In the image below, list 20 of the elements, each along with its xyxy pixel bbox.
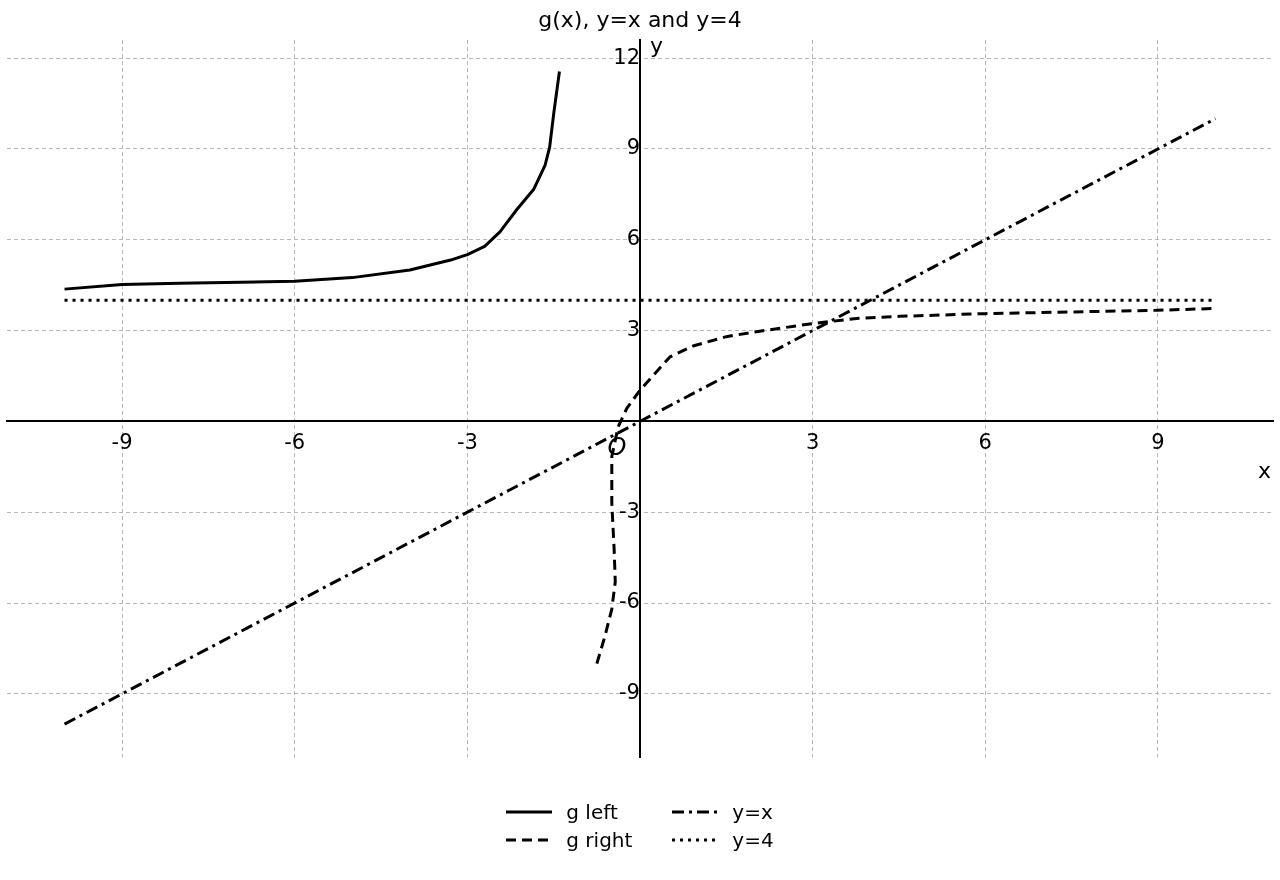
y-tick-label: -6	[619, 589, 640, 614]
y-axis-title: y	[650, 32, 664, 58]
y-tick-label: 3	[626, 317, 640, 342]
y-tick-label: 12	[613, 44, 640, 69]
legend-label: g right	[566, 828, 633, 852]
x-tick-label: -3	[456, 430, 478, 455]
y-tick-label: 6	[626, 226, 640, 251]
y-tick-label: -3	[619, 498, 640, 523]
x-axis-title: x	[1257, 458, 1271, 484]
y-tick-label: 9	[626, 135, 640, 160]
legend-label: y=4	[732, 828, 774, 852]
chart-title: g(x), y=x and y=4	[538, 7, 742, 32]
x-tick-label: 3	[805, 430, 820, 455]
x-tick-label: 6	[978, 430, 992, 455]
x-tick-label: -6	[284, 430, 306, 455]
y-tick-label: -9	[619, 680, 640, 705]
legend-label: g left	[566, 800, 618, 824]
x-tick-label: -9	[111, 430, 133, 455]
x-tick-label: 9	[1151, 430, 1165, 455]
legend-label: y=x	[732, 800, 773, 824]
